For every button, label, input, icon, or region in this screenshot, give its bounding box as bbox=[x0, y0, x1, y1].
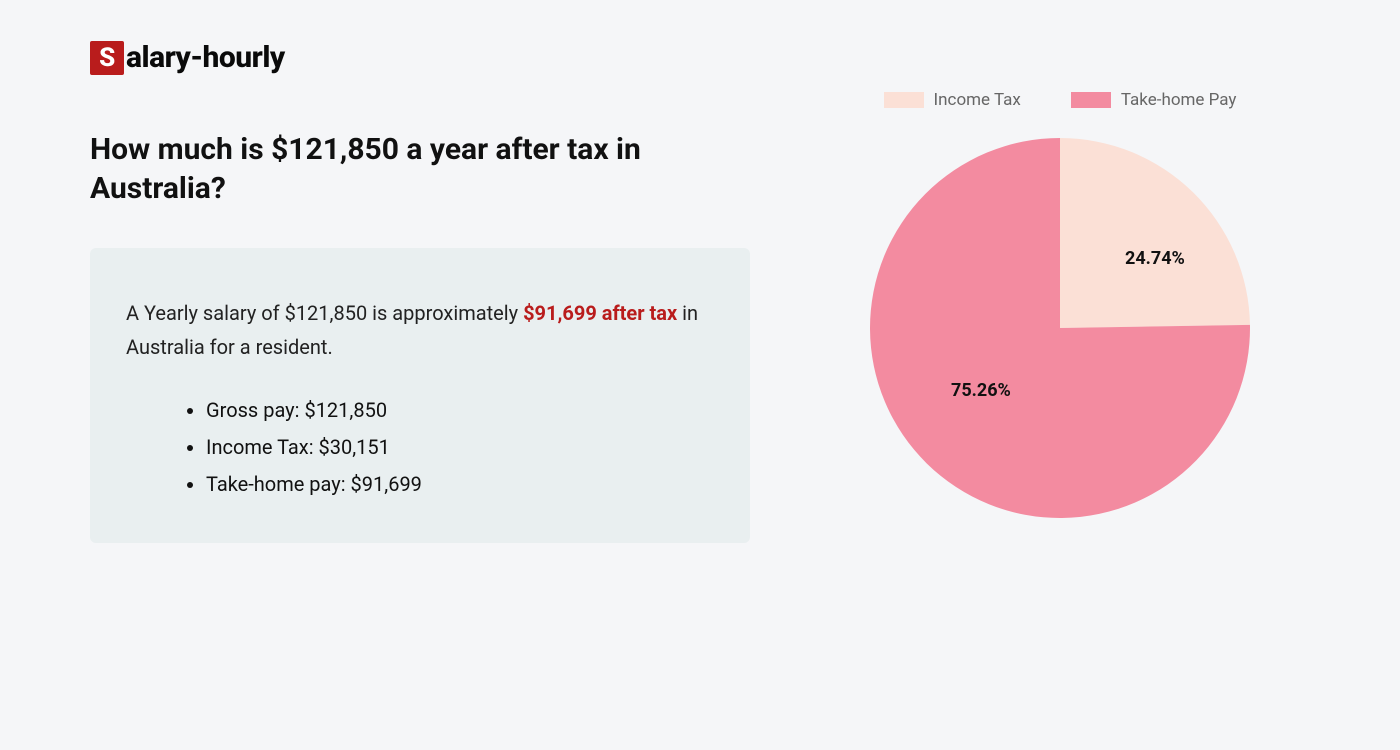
details-list: Gross pay: $121,850 Income Tax: $30,151 … bbox=[126, 392, 714, 503]
legend-item-take-home: Take-home Pay bbox=[1071, 90, 1237, 110]
summary-box: A Yearly salary of $121,850 is approxima… bbox=[90, 248, 750, 543]
page-title: How much is $121,850 a year after tax in… bbox=[90, 130, 750, 208]
legend-swatch-icon bbox=[1071, 92, 1111, 108]
list-item: Income Tax: $30,151 bbox=[206, 429, 714, 466]
list-item: Take-home pay: $91,699 bbox=[206, 466, 714, 503]
logo-badge-icon: S bbox=[90, 41, 124, 75]
slice-label-income-tax: 24.74% bbox=[1125, 248, 1185, 269]
logo-text: alary-hourly bbox=[126, 40, 285, 75]
pie-svg bbox=[860, 128, 1260, 528]
pie-slice bbox=[1060, 138, 1250, 328]
chart-legend: Income Tax Take-home Pay bbox=[884, 90, 1237, 110]
right-column: Income Tax Take-home Pay 24.74% 75.26% bbox=[810, 40, 1310, 543]
legend-swatch-icon bbox=[884, 92, 924, 108]
summary-text: A Yearly salary of $121,850 is approxima… bbox=[126, 296, 714, 364]
pie-chart: 24.74% 75.26% bbox=[860, 128, 1260, 528]
page-root: Salary-hourly How much is $121,850 a yea… bbox=[0, 0, 1400, 583]
summary-highlight: $91,699 after tax bbox=[523, 301, 677, 325]
legend-item-income-tax: Income Tax bbox=[884, 90, 1021, 110]
site-logo: Salary-hourly bbox=[90, 40, 750, 75]
legend-label: Income Tax bbox=[934, 90, 1021, 110]
list-item: Gross pay: $121,850 bbox=[206, 392, 714, 429]
legend-label: Take-home Pay bbox=[1121, 90, 1237, 110]
left-column: Salary-hourly How much is $121,850 a yea… bbox=[90, 40, 750, 543]
summary-pre: A Yearly salary of $121,850 is approxima… bbox=[126, 301, 523, 325]
slice-label-take-home: 75.26% bbox=[951, 380, 1011, 401]
